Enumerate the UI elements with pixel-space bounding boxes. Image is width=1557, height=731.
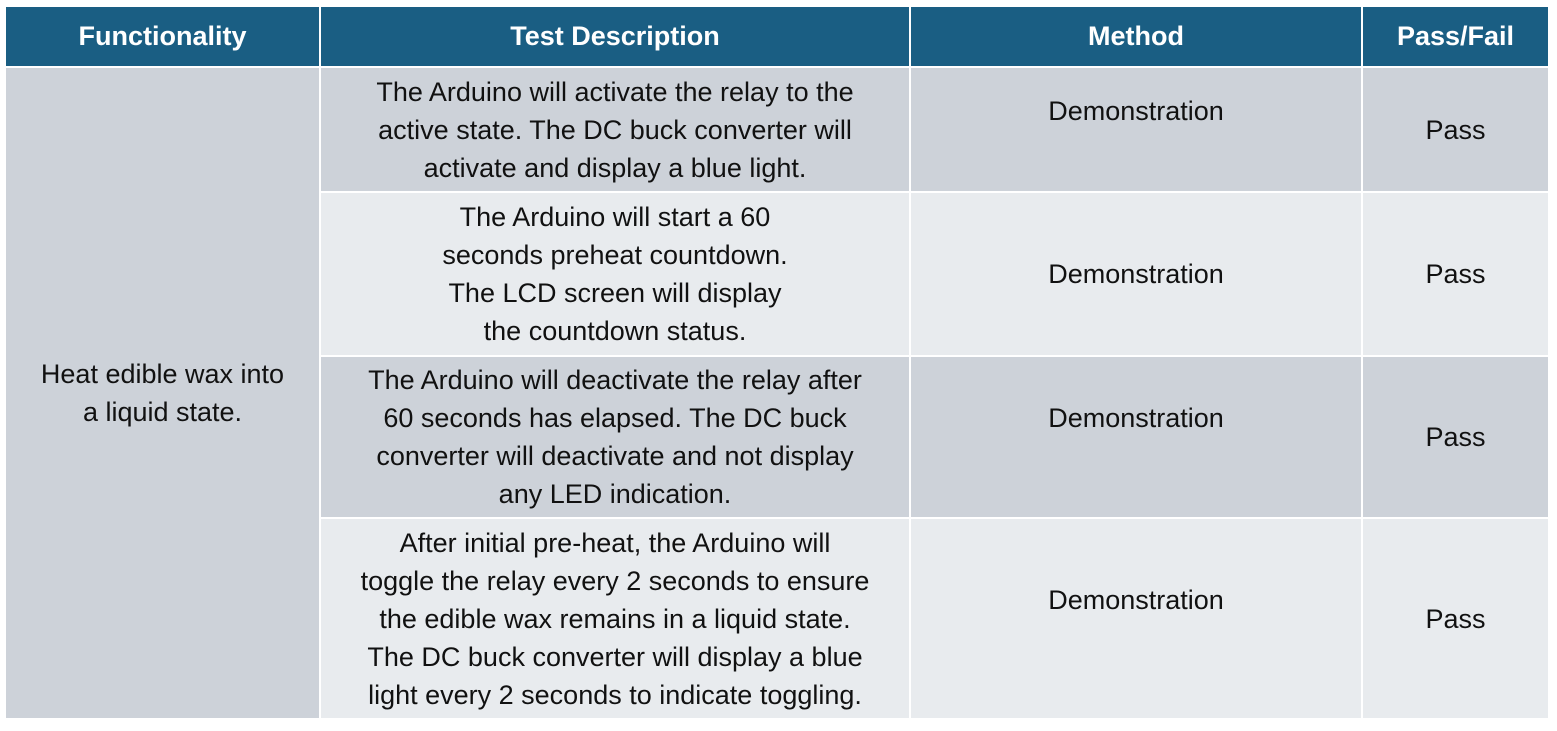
method-cell: Demonstration [910, 67, 1363, 193]
result-cell: Pass [1362, 518, 1548, 720]
description-line: any LED indication. [498, 479, 732, 509]
result-label: Pass [1425, 259, 1486, 289]
header-method: Method [910, 7, 1363, 68]
description-line: The DC buck converter will display a blu… [367, 641, 863, 672]
header-test-description: Test Description [320, 7, 911, 68]
result-cell: Pass [1362, 192, 1548, 357]
method-label: Demonstration [1048, 403, 1224, 433]
table-row: The Arduino will deactivate the relay af… [6, 356, 1548, 519]
description-cell: The Arduino will start a 60 seconds preh… [320, 192, 911, 357]
description-cell: The Arduino will deactivate the relay af… [320, 356, 911, 519]
description-cell: After initial pre-heat, the Arduino will… [320, 518, 911, 720]
method-cell: Demonstration [910, 356, 1363, 519]
result-label: Pass [1425, 422, 1486, 452]
method-cell: Demonstration [910, 518, 1363, 720]
method-label: Demonstration [1048, 584, 1224, 615]
method-label: Demonstration [1048, 95, 1224, 126]
description-line: the countdown status. [483, 316, 747, 346]
table-row: The Arduino will start a 60 seconds preh… [6, 192, 1548, 357]
description-line: seconds preheat countdown. [442, 240, 788, 270]
header-pass-fail: Pass/Fail [1362, 7, 1548, 68]
functionality-cell: Heat edible wax into a liquid state. [6, 67, 321, 720]
description-cell: The Arduino will activate the relay to t… [320, 67, 911, 193]
table-row: After initial pre-heat, the Arduino will… [6, 518, 1548, 720]
description-line: The Arduino will activate the relay to t… [376, 76, 854, 107]
description-line: The LCD screen will display [448, 278, 782, 308]
description-line: 60 seconds has elapsed. The DC buck [383, 403, 847, 433]
functionality-line: a liquid state. [82, 397, 243, 427]
description-line: After initial pre-heat, the Arduino will [399, 527, 831, 558]
header-functionality: Functionality [6, 7, 321, 68]
result-cell: Pass [1362, 356, 1548, 519]
method-cell: Demonstration [910, 192, 1363, 357]
description-line: light every 2 seconds to indicate toggli… [368, 679, 862, 710]
method-label: Demonstration [1048, 259, 1224, 289]
test-table-container: Functionality Test Description Method Pa… [6, 7, 1548, 720]
description-line: The Arduino will deactivate the relay af… [368, 365, 862, 395]
description-line: activate and display a blue light. [423, 152, 807, 183]
result-cell: Pass [1362, 67, 1548, 193]
description-line: the edible wax remains in a liquid state… [379, 603, 851, 634]
description-line: The Arduino will start a 60 [459, 202, 771, 232]
description-line: active state. The DC buck converter will [378, 114, 852, 145]
description-line: toggle the relay every 2 seconds to ensu… [360, 565, 870, 596]
result-label: Pass [1425, 603, 1486, 634]
test-results-table: Functionality Test Description Method Pa… [6, 7, 1548, 720]
description-line: converter will deactivate and not displa… [376, 441, 854, 471]
functionality-line: Heat edible wax into [40, 359, 285, 389]
table-row: Heat edible wax into a liquid state. The… [6, 67, 1548, 720]
result-label: Pass [1425, 114, 1486, 145]
header-row: Functionality Test Description Method Pa… [6, 7, 1548, 68]
